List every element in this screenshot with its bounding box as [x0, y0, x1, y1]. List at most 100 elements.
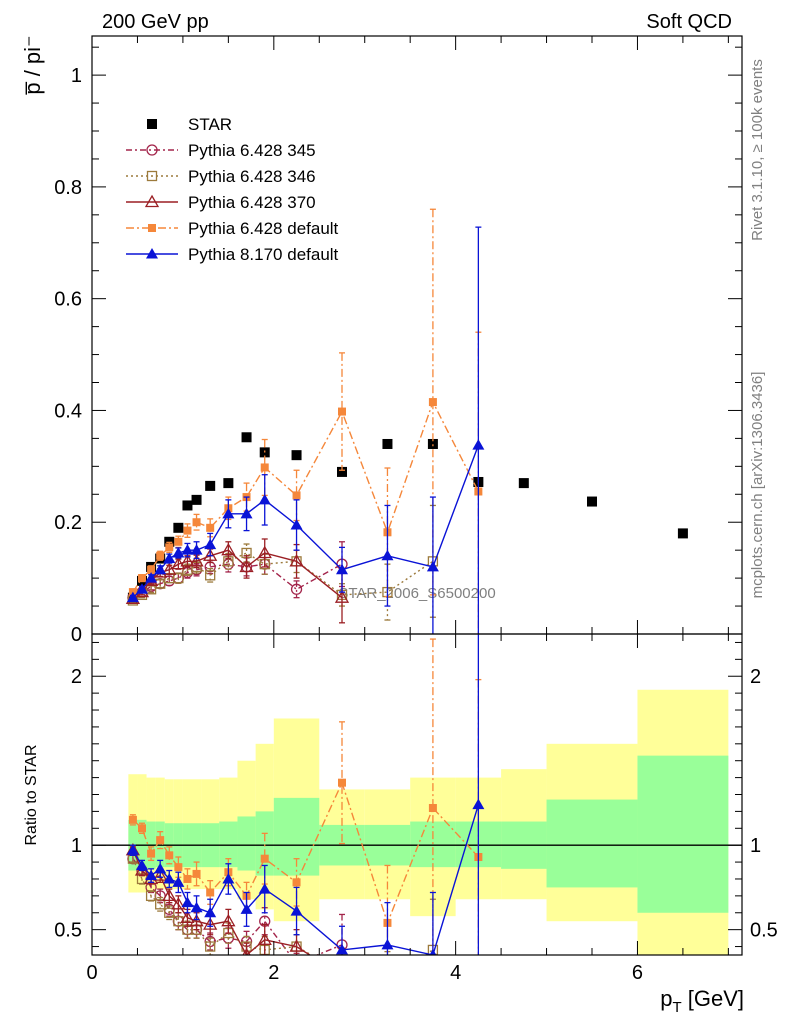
- rivet-version-label: Rivet 3.1.10, ≥ 100k events: [749, 59, 766, 241]
- top-ytick-label: 0.6: [54, 289, 82, 311]
- top-point-p346: [173, 572, 184, 584]
- legend-entry-p6def: Pythia 6.428 default: [126, 219, 339, 238]
- legend-label-p370: Pythia 6.428 370: [188, 193, 316, 212]
- ratio-point-p8def: [222, 872, 235, 884]
- uncertainty-band-stat: [546, 799, 638, 888]
- legend-entry-p8def: Pythia 8.170 default: [126, 245, 339, 264]
- top-point-p8def: [426, 560, 439, 572]
- top-point-p8def: [126, 591, 139, 603]
- ratio-point-p370: [180, 910, 195, 923]
- uncertainty-band-stat: [237, 816, 256, 871]
- ratio-errorbar-p6def: [429, 638, 436, 955]
- top-point-p6def: [174, 537, 183, 546]
- top-point-p6def: [292, 491, 301, 500]
- legend: STAR Pythia 6.428 345 Pythia 6.428 346 Pyth…: [126, 115, 339, 264]
- ratio-errorbar-p6def: [184, 868, 191, 890]
- top-point-STAR: [182, 500, 193, 511]
- ratio-point-p8def: [258, 883, 271, 894]
- top-point-p8def: [381, 549, 394, 561]
- ratio-point-p346: [383, 972, 392, 981]
- ratio-ytick-label-right: 0.5: [750, 920, 778, 942]
- ratio-errorbar-p370: [225, 908, 232, 934]
- legend-marker-p6def: [148, 224, 156, 232]
- top-ytick-label: 0: [71, 624, 82, 646]
- xtick-label: 6: [632, 962, 643, 984]
- top-series-STAR: [127, 432, 688, 603]
- top-point-p6def: [138, 574, 146, 583]
- ratio-point-p6def: [192, 869, 201, 878]
- top-point-p8def: [172, 546, 185, 558]
- ratio-point-p6def: [428, 804, 437, 813]
- ratio-errorbar-p346: [384, 950, 391, 955]
- top-point-p8def: [181, 544, 194, 555]
- ratio-errorbar-p6def: [157, 831, 164, 850]
- legend-entry-p345: Pythia 6.428 345: [126, 141, 316, 160]
- ratio-point-p8def: [204, 906, 217, 918]
- ratio-point-p6def: [165, 851, 174, 860]
- header-left: 200 GeV pp: [102, 11, 209, 33]
- top-errorbar-p6def: [339, 352, 345, 471]
- ratio-ytick-label: 0.5: [54, 920, 82, 942]
- ratio-point-p370: [171, 897, 186, 910]
- analysis-watermark: STAR_2006_S6500200: [338, 585, 495, 602]
- uncertainty-band-stat: [219, 821, 238, 868]
- top-point-p370: [334, 590, 350, 603]
- ratio-point-p6def: [183, 874, 192, 883]
- top-panel: STAR_2006_S6500200 0 0.2 0.4 0.6 0.8 1 p̅ / p…: [20, 35, 743, 646]
- ratio-point-p370: [336, 969, 348, 980]
- top-point-p370: [257, 545, 272, 559]
- ratio-ytick-label-right: 1: [750, 835, 761, 857]
- top-point-p370: [239, 559, 254, 573]
- ratio-point-p346: [205, 941, 216, 952]
- legend-label-p8def: Pythia 8.170 default: [188, 245, 339, 264]
- legend-entry-p346: Pythia 6.428 346: [126, 167, 316, 186]
- top-point-p6def: [192, 518, 201, 527]
- header-right: Soft QCD: [646, 11, 732, 33]
- uncertainty-band-stat: [637, 755, 729, 913]
- ratio-errorbar-p345: [293, 952, 300, 955]
- ratio-errorbar-p370: [243, 942, 250, 955]
- top-point-p6def: [156, 551, 165, 560]
- ratio-point-p6def: [338, 778, 346, 787]
- xtick-label: 4: [450, 962, 461, 984]
- top-errorbar-p370: [243, 555, 250, 579]
- top-point-p370: [171, 556, 186, 570]
- top-point-p370: [289, 554, 304, 567]
- legend-label-STAR: STAR: [188, 115, 232, 134]
- ratio-point-p346: [173, 916, 184, 927]
- top-point-STAR: [191, 494, 202, 505]
- ratio-point-p8def: [190, 901, 203, 913]
- ratio-point-p8def: [472, 798, 485, 810]
- top-point-STAR: [427, 438, 438, 449]
- top-point-STAR: [587, 496, 597, 507]
- ratio-point-p6def: [128, 815, 137, 824]
- mcplots-label: mcplots.cern.ch [arXiv:1306.3436]: [749, 372, 766, 599]
- legend-entry-p370: Pythia 6.428 370: [126, 193, 316, 212]
- legend-label-p6def: Pythia 6.428 default: [188, 219, 339, 238]
- top-ylabel: p̅ / pi⁻: [20, 35, 45, 95]
- legend-entry-STAR: STAR: [147, 115, 232, 134]
- ratio-errorbar-p8def: [429, 891, 436, 955]
- ratio-point-p370: [242, 947, 251, 955]
- ratio-point-p6def: [206, 888, 215, 897]
- ratio-point-p8def: [336, 943, 348, 955]
- top-point-STAR: [205, 480, 216, 491]
- top-point-p8def: [145, 572, 158, 583]
- top-point-p6def: [165, 543, 174, 552]
- top-point-p8def: [258, 493, 271, 505]
- ratio-point-p370: [289, 939, 304, 952]
- ratio-point-p8def: [429, 949, 437, 955]
- top-point-p6def: [338, 407, 346, 416]
- ratio-point-p370: [257, 932, 272, 945]
- top-point-p346: [205, 570, 216, 581]
- top-ytick-label: 1: [71, 65, 82, 87]
- legend-marker-p345: [146, 144, 158, 156]
- ratio-errorbar-p6def: [166, 846, 173, 865]
- legend-label-p346: Pythia 6.428 346: [188, 167, 316, 186]
- legend-marker-p346: [146, 170, 158, 182]
- ratio-ytick-label-right: 2: [750, 666, 761, 688]
- ratio-errorbar-p346: [207, 937, 214, 955]
- ratio-point-p6def: [174, 863, 183, 872]
- ratio-point-p345: [292, 958, 302, 968]
- legend-marker-p370: [144, 194, 160, 208]
